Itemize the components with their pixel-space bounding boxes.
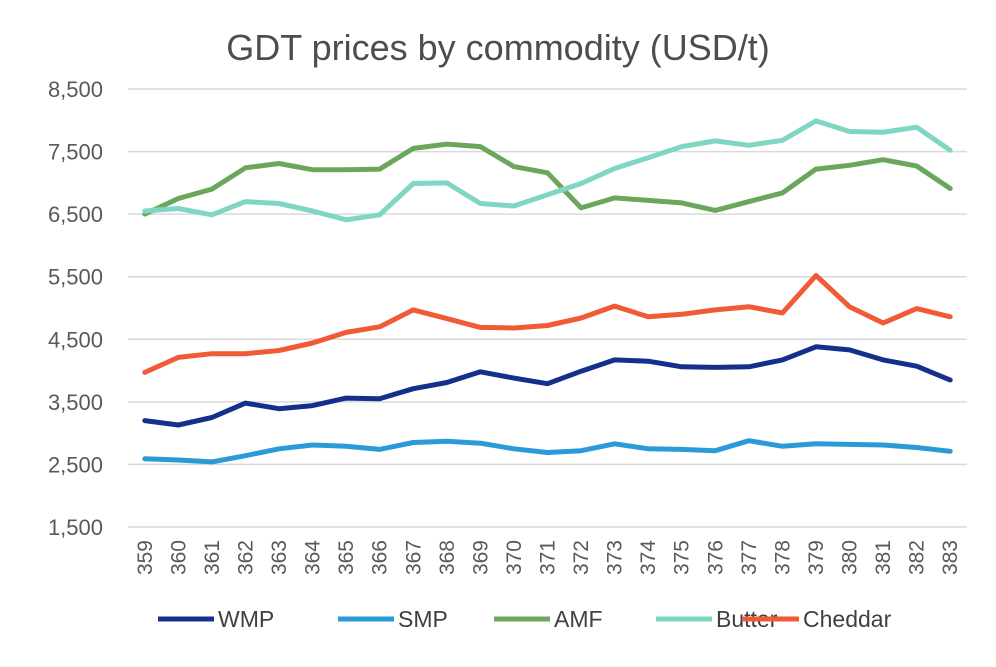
x-tick-label: 370 (503, 540, 526, 575)
series-line-cheddar (142, 273, 953, 375)
y-tick-label: 3,500 (48, 390, 103, 415)
x-tick-label: 381 (872, 540, 895, 575)
x-tick-label: 364 (302, 540, 325, 575)
x-axis-ticks: 359 360 361 362 363 364 365 366 367 368 369 370 371 3… (134, 540, 962, 575)
x-tick-label: 362 (234, 540, 257, 575)
x-tick-label: 365 (335, 540, 358, 575)
y-tick-label: 2,500 (48, 452, 103, 477)
x-tick-label: 359 (134, 540, 157, 575)
series-line-smp (142, 438, 953, 465)
x-tick-label: 368 (436, 540, 459, 575)
x-tick-label: 372 (570, 540, 593, 575)
x-tick-label: 360 (167, 540, 190, 575)
x-tick-label: 367 (402, 540, 425, 575)
legend-label-smp: SMP (398, 606, 448, 632)
x-tick-label: 383 (939, 540, 962, 575)
x-tick-label: 378 (771, 540, 794, 575)
x-tick-label: 379 (805, 540, 828, 575)
x-tick-label: 382 (906, 540, 929, 575)
series-line-amf (142, 141, 953, 217)
x-tick-label: 369 (469, 540, 492, 575)
y-axis-ticks: 1,500 2,500 3,500 4,500 5,500 6,500 7,500 8,500 (48, 77, 103, 540)
x-tick-label: 380 (839, 540, 862, 575)
y-tick-label: 7,500 (48, 140, 103, 165)
gridlines (128, 88, 967, 528)
x-tick-label: 363 (268, 540, 291, 575)
series-line-butter (142, 118, 953, 223)
x-tick-label: 361 (201, 540, 224, 575)
y-tick-label: 6,500 (48, 202, 103, 227)
y-tick-label: 5,500 (48, 265, 103, 290)
x-tick-label: 373 (604, 540, 627, 575)
y-tick-label: 8,500 (48, 77, 103, 102)
series-line-wmp (142, 344, 953, 428)
x-tick-label: 366 (369, 540, 392, 575)
x-tick-label: 371 (537, 540, 560, 575)
legend: WMP SMP AMF Butter Cheddar (158, 606, 892, 632)
y-tick-label: 4,500 (48, 327, 103, 352)
series-lines (142, 118, 953, 465)
x-tick-label: 375 (671, 540, 694, 575)
legend-label-wmp: WMP (218, 606, 274, 632)
x-tick-label: 377 (738, 540, 761, 575)
legend-label-amf: AMF (554, 606, 603, 632)
x-tick-label: 376 (704, 540, 727, 575)
y-tick-label: 1,500 (48, 515, 103, 540)
x-tick-label: 374 (637, 540, 660, 575)
legend-label-cheddar: Cheddar (803, 606, 892, 632)
chart-title: GDT prices by commodity (USD/t) (226, 27, 769, 68)
